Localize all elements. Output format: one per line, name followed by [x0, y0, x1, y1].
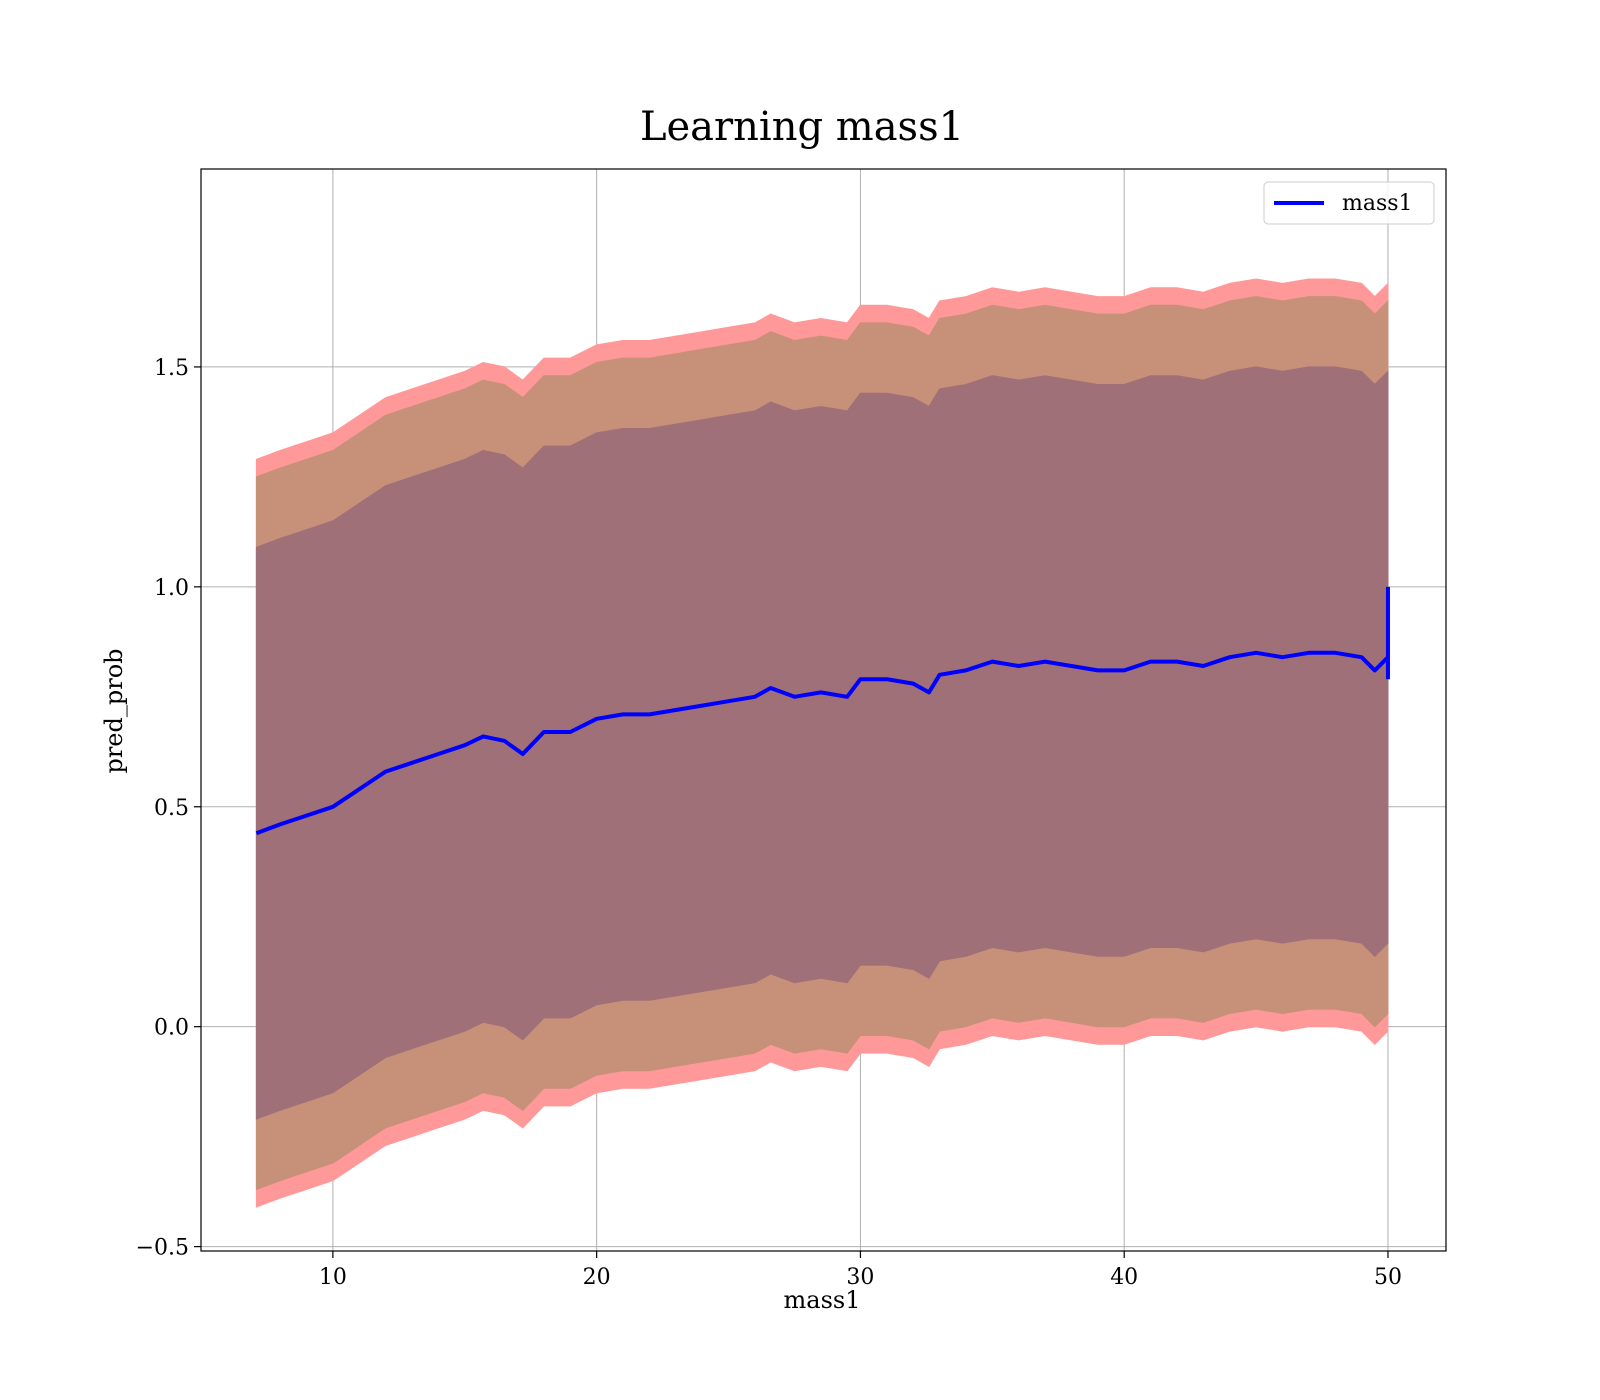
y-axis-label: pred_prob: [100, 648, 128, 773]
x-tick-label-4: 50: [1374, 1265, 1402, 1290]
legend-label-mass1: mass1: [1342, 191, 1413, 216]
y-tick-label-0: −0.5: [136, 1236, 189, 1261]
x-axis-ticks: 10 20 30 40 50: [319, 1251, 1402, 1290]
series-line-group: [255, 586, 1390, 836]
y-tick-label-3: 1.0: [154, 576, 189, 601]
x-tick-label-3: 40: [1110, 1265, 1138, 1290]
series-line-mass1: [255, 650, 1390, 836]
x-axis-label: mass1: [784, 1286, 861, 1314]
legend-box: [1263, 181, 1435, 225]
x-tick-label-1: 20: [583, 1265, 611, 1290]
y-tick-label-4: 1.5: [154, 356, 189, 381]
legend: mass1: [1263, 181, 1435, 225]
x-tick-label-0: 10: [319, 1265, 347, 1290]
y-tick-label-1: 0.0: [154, 1016, 189, 1041]
y-tick-label-2: 0.5: [154, 796, 189, 821]
band-inner: [255, 366, 1389, 1120]
y-axis-ticks: −0.5 0.0 0.5 1.0 1.5: [136, 356, 201, 1261]
bands: [255, 278, 1389, 1208]
x-tick-label-2: 30: [846, 1265, 874, 1290]
plot-frame: [200, 168, 1447, 1252]
chart-title: Learning mass1: [640, 104, 964, 150]
